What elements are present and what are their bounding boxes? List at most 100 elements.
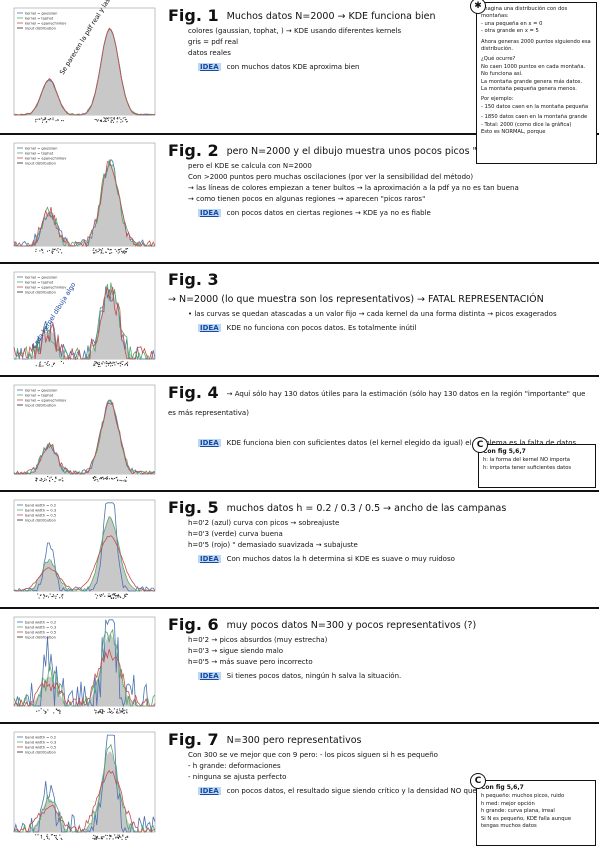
rug-point (102, 836, 104, 838)
rug-point (102, 361, 104, 363)
rug-point (122, 708, 124, 710)
rug-point (44, 478, 46, 480)
kde-line (14, 401, 156, 475)
rug-point (61, 594, 63, 596)
rug-point (40, 834, 42, 836)
rug-point (40, 480, 42, 482)
rug-point (114, 477, 116, 479)
rug-point (45, 711, 47, 713)
rug-point (55, 837, 57, 839)
sidebar-line: Ahora generas 2000 puntos siguiendo esa … (481, 38, 591, 53)
rug-point (96, 835, 98, 837)
rug-point (117, 595, 119, 597)
rug-point (116, 710, 118, 712)
figure-notes: Fig. 1 Muchos datos N=2000 → KDE funciona… (168, 6, 593, 71)
rug-point (44, 480, 46, 482)
rug-point (118, 249, 120, 251)
rug-point (110, 119, 112, 121)
rug-point (100, 252, 102, 254)
figure-label: Fig. 6 (168, 615, 219, 634)
rug-point (50, 476, 52, 478)
rug-point (94, 252, 96, 254)
rug-point (104, 118, 106, 120)
rug-point (114, 595, 116, 597)
box-line: h pequeño: muchos picos, ruido (481, 793, 565, 800)
rug-point (119, 365, 121, 367)
rug-point (37, 593, 39, 595)
rug-point (127, 836, 129, 838)
rug-point (60, 837, 62, 839)
rug-point (41, 249, 43, 251)
rug-point (114, 364, 116, 366)
box-line: tengas muchos datos (481, 823, 537, 830)
rug-point (41, 837, 43, 839)
rug-point (111, 477, 113, 479)
rug-point (105, 251, 107, 253)
sidebar-line: - 1850 datos caen en la montaña grande (481, 114, 588, 121)
idea-label: IDEA (198, 63, 221, 71)
kde-line (13, 649, 156, 707)
rug-point (35, 365, 37, 367)
rug-point (119, 249, 121, 251)
figure-label: Fig. 5 (168, 498, 219, 517)
rug-point (105, 362, 107, 364)
rug-point (92, 477, 94, 479)
figure-notes: Fig. 7 N=300 pero representativos Con 300 … (168, 730, 593, 795)
rug-point (97, 711, 99, 713)
rug-point (55, 120, 57, 122)
rug-point (116, 712, 118, 714)
note-line: - ninguna se ajusta perfecto (188, 773, 287, 781)
rug-point (124, 119, 126, 121)
rug-point (113, 117, 115, 119)
sidebar-line: No caen 1000 puntos en cada montaña. (481, 63, 586, 70)
rug-point (93, 252, 95, 254)
rug-point (110, 121, 112, 123)
idea-text: KDE no funciona con pocos datos. Es tota… (226, 324, 417, 332)
rug-point (109, 711, 111, 713)
note-line: pero el KDE se calcula con N=2000 (188, 162, 312, 170)
rug-point (51, 250, 53, 252)
rug-point (102, 838, 104, 840)
rug-point (41, 121, 43, 123)
idea-label: IDEA (198, 439, 221, 447)
rug-point (94, 118, 96, 120)
rug-point (124, 594, 126, 596)
rug-point (43, 597, 45, 599)
rug-point (35, 477, 37, 479)
rug-point (117, 252, 119, 254)
rug-point (105, 118, 107, 120)
sidebar-line: La montaña pequeña genera menos. (481, 86, 577, 93)
rug-point (117, 118, 119, 120)
rug-point (109, 361, 111, 363)
rug-point (98, 248, 100, 250)
rug-point (94, 837, 96, 839)
rug-point (102, 709, 104, 711)
rug-point (97, 480, 99, 482)
rug-point (117, 479, 119, 481)
rug-point (109, 834, 111, 836)
rug-point (120, 710, 122, 712)
figure-row: band width = 0.2 band width = 0.3 band wid… (0, 607, 599, 722)
rug-point (113, 708, 115, 710)
rug-point (124, 837, 126, 839)
rug-point (107, 362, 109, 364)
summary-box: Con fig 5,6,7 h: la forma del kernel NO i… (478, 444, 596, 488)
rug-point (122, 710, 124, 712)
rug-point (109, 249, 111, 251)
rug-point (45, 479, 47, 481)
rug-point (57, 119, 59, 121)
rug-point (45, 711, 47, 713)
figure-heading: Fig. 5 muchos datos h = 0.2 / 0.3 / 0.5 →… (168, 498, 593, 517)
rug-point (40, 478, 42, 480)
rug-point (112, 838, 114, 840)
rug-point (61, 838, 63, 840)
rug-point (123, 712, 125, 714)
rug-point (122, 252, 124, 254)
rug-point (60, 361, 62, 363)
rug-point (103, 711, 105, 713)
rug-point (116, 708, 118, 710)
rug-point (36, 710, 38, 712)
legend-label: kernel = epanechnikov (25, 156, 67, 160)
rug-point (95, 249, 97, 251)
